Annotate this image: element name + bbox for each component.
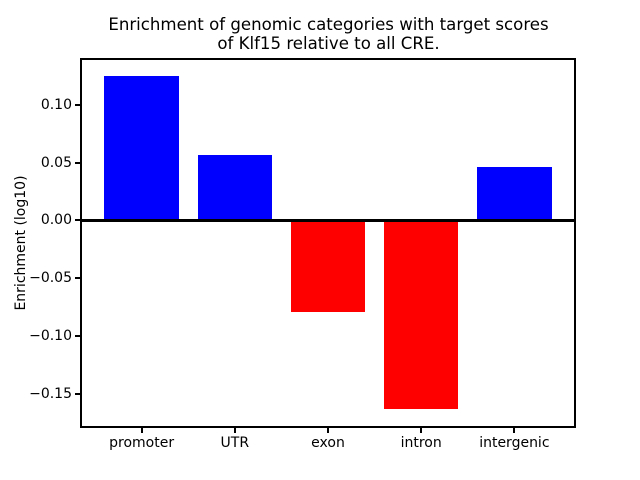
bar-promoter [104, 76, 179, 221]
y-tick-label: −0.10 [29, 327, 72, 344]
bar-exon [290, 220, 366, 312]
y-tick [75, 104, 80, 107]
x-tick-label-promoter: promoter [109, 435, 175, 451]
x-tick-label-intron: intron [400, 435, 442, 451]
y-tick [75, 277, 80, 280]
x-tick [327, 428, 329, 433]
y-tick [75, 334, 80, 337]
x-tick [140, 428, 143, 433]
x-tick-label-intergenic: intergenic [479, 435, 550, 451]
x-tick-label-UTR: UTR [220, 435, 250, 451]
plot-area: 0.10 0.05 0.00 −0.05 −0.10 −0.15 promoter UTR ex… [29, 58, 576, 451]
x-tick-label-exon: exon [311, 435, 345, 451]
zero-line [80, 218, 576, 222]
y-tick [75, 392, 80, 395]
y-tick-label: −0.15 [29, 385, 72, 402]
x-tick [420, 428, 423, 433]
y-tick [75, 219, 80, 222]
y-tick-label: 0.10 [40, 97, 72, 114]
bar-intron [383, 220, 459, 409]
y-axis-label: Enrichment (log10) [13, 175, 29, 311]
x-tick [233, 428, 236, 433]
chart-title-line-1: Enrichment of genomic categories with ta… [108, 15, 549, 34]
y-tick-label: 0.00 [40, 212, 72, 229]
y-tick-label: −0.05 [29, 270, 72, 287]
bar-UTR [197, 154, 273, 221]
bar-intergenic [477, 167, 552, 221]
x-tick [513, 428, 516, 433]
chart-title: Enrichment of genomic categories with ta… [80, 15, 577, 53]
y-tick [75, 161, 80, 164]
chart-title-line-2: of Klf15 relative to all CRE. [217, 34, 440, 53]
y-tick-label: 0.05 [40, 154, 72, 171]
